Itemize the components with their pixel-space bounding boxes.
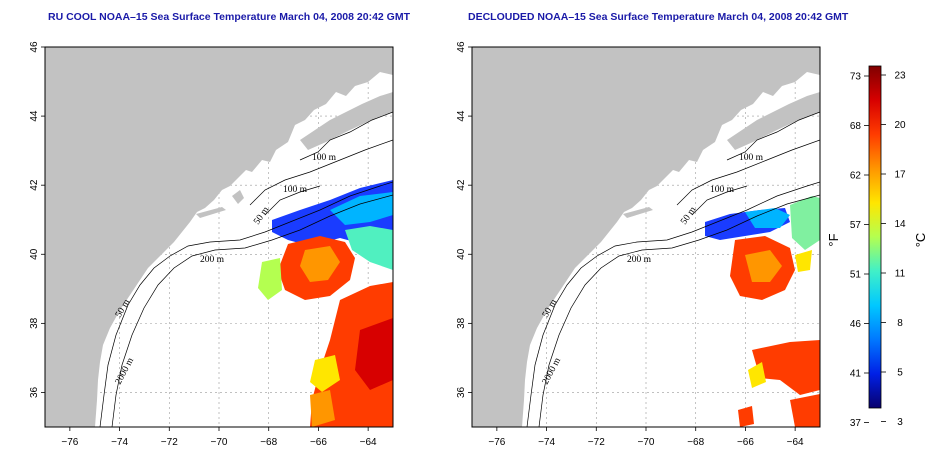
celsius-tick-label: 8	[897, 318, 903, 329]
fahrenheit-tick-label: 73	[850, 72, 862, 83]
fahrenheit-tick-label: 62	[850, 171, 862, 182]
lat-tick-label: 38	[456, 317, 467, 329]
left-land	[45, 47, 393, 427]
left-cape-cod	[232, 190, 244, 204]
celsius-tick-label: 11	[895, 269, 906, 280]
left-contours	[99, 111, 393, 427]
lon-tick-label: −66	[310, 437, 327, 448]
left-axis-ticks: −76 −74 −72 −70 −68 −66 −64 36 38 40 42 44 46	[29, 41, 377, 448]
contour-label-200m: 200 m	[627, 255, 652, 265]
fahrenheit-tick-label: 41	[850, 369, 862, 380]
right-sst-overlay	[705, 196, 820, 427]
lat-tick-label: 44	[29, 110, 40, 122]
lat-tick-label: 46	[29, 41, 40, 53]
lat-tick-label: 44	[456, 110, 467, 122]
lon-tick-label: −72	[588, 437, 605, 448]
celsius-tick-label: 20	[894, 120, 906, 131]
right-contours	[526, 111, 820, 427]
right-panel-title: DECLOUDED NOAA–15 Sea Surface Temperatur…	[468, 11, 849, 23]
right-land	[472, 47, 820, 427]
fahrenheit-tick-label: 57	[850, 220, 862, 231]
left-panel-title: RU COOL NOAA–15 Sea Surface Temperature …	[48, 11, 411, 23]
lon-tick-label: −70	[211, 437, 228, 448]
right-long-island	[623, 207, 653, 218]
temperature-colorbar: 73 68 62 57 51 46 41 37 23 20 17 14 11 8 5 3 °F °C	[826, 65, 928, 430]
celsius-unit-label: °C	[913, 233, 928, 248]
contour-label-100m-north: 100 m	[312, 153, 337, 163]
lat-tick-label: 36	[29, 386, 40, 398]
celsius-tick-label: 17	[894, 170, 906, 181]
lat-tick-label: 38	[29, 317, 40, 329]
left-sst-overlay	[258, 180, 393, 427]
right-nova-scotia	[727, 92, 820, 150]
lon-tick-label: −74	[538, 437, 555, 448]
colorbar-bar	[868, 65, 882, 409]
lon-tick-label: −68	[687, 437, 704, 448]
lon-tick-label: −70	[638, 437, 655, 448]
contour-label-100m-south: 100 m	[283, 185, 308, 195]
fahrenheit-tick-label: 37	[850, 418, 862, 429]
lon-tick-label: −76	[61, 437, 78, 448]
lon-tick-label: −76	[488, 437, 505, 448]
left-nova-scotia	[300, 92, 393, 150]
celsius-tick-label: 23	[894, 71, 906, 82]
lat-tick-label: 40	[29, 248, 40, 260]
lat-tick-label: 40	[456, 248, 467, 260]
left-long-island	[196, 207, 226, 218]
lon-tick-label: −72	[161, 437, 178, 448]
lon-tick-label: −74	[111, 437, 128, 448]
left-map-panel: 100 m 100 m 50 m 200 m 50 m 2000 m −76 −7…	[29, 41, 394, 448]
lon-tick-label: −66	[737, 437, 754, 448]
contour-label-100m-north: 100 m	[739, 153, 764, 163]
lat-tick-label: 36	[456, 386, 467, 398]
lon-tick-label: −68	[260, 437, 277, 448]
lat-tick-label: 46	[456, 41, 467, 53]
celsius-tick-label: 3	[897, 417, 903, 428]
fahrenheit-tick-label: 68	[850, 121, 862, 132]
right-map-panel: 100 m 100 m 50 m 200 m 50 m 2000 m −76 −7…	[456, 41, 821, 448]
colorbar-ticks: 73 68 62 57 51 46 41 37 23 20 17 14 11 8 5 3	[850, 71, 906, 430]
celsius-tick-label: 14	[894, 219, 906, 230]
lat-tick-label: 42	[29, 179, 40, 191]
contour-label-100m-south: 100 m	[710, 185, 735, 195]
fahrenheit-tick-label: 51	[850, 270, 862, 281]
celsius-tick-label: 5	[897, 368, 903, 379]
fahrenheit-unit-label: °F	[826, 233, 841, 246]
lat-tick-label: 42	[456, 179, 467, 191]
lon-tick-label: −64	[787, 437, 804, 448]
fahrenheit-tick-label: 46	[850, 319, 862, 330]
lon-tick-label: −64	[360, 437, 377, 448]
contour-label-200m: 200 m	[200, 255, 225, 265]
right-axis-ticks: −76 −74 −72 −70 −68 −66 −64 36 38 40 42 44 46	[456, 41, 804, 448]
